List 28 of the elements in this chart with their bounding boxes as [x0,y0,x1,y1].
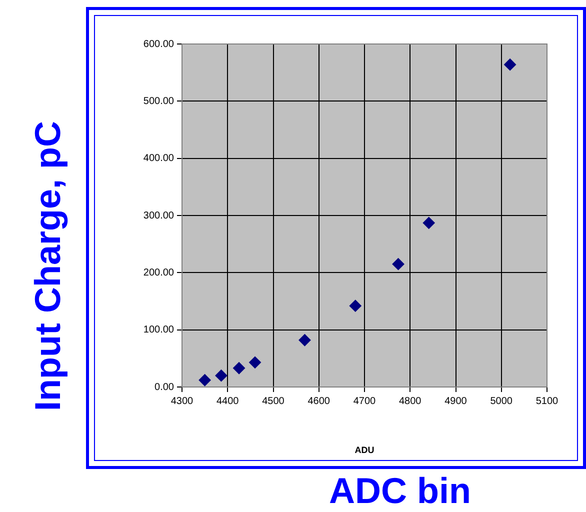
text: ADC bin [328,470,472,512]
x-tick-label: 4900 [444,396,468,407]
x-tick-label: 4500 [262,396,285,407]
point [198,374,211,386]
point [349,300,362,312]
point [298,334,311,346]
y-tick-label: 0.00 [154,382,174,393]
y-tick-label: 200.00 [143,267,174,278]
y-tick-label: 600.00 [143,38,174,50]
x-tick-label: 4600 [308,396,330,407]
x-tick-label: 5000 [490,396,513,407]
x-tick-label: 4800 [399,396,422,407]
point [504,58,516,71]
x-tick-label: 4400 [216,396,240,407]
point [215,370,228,382]
point [422,216,435,229]
x-axis-title: ADU [354,445,374,456]
y-tick-label: 400.00 [143,153,174,164]
x-tick-label: 4300 [170,396,194,407]
x-tick-label: 5100 [536,396,559,407]
point [233,362,246,374]
x-tick-label: 4700 [353,396,376,407]
point [249,356,261,368]
y-tick-label: 100.00 [143,324,174,336]
y-axis-title: Input Charge, pC [27,120,69,413]
y-tick-label: 300.00 [143,210,174,222]
point [392,258,404,270]
y-tick-label: 500.00 [143,96,174,107]
